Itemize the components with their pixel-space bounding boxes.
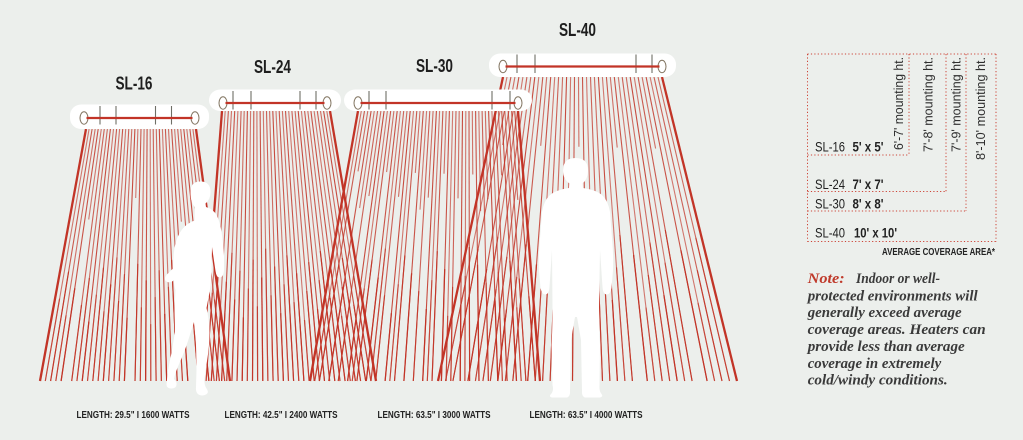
svg-text:protected environments will: protected environments will: [806, 287, 979, 304]
svg-text:SL-16: SL-16: [116, 73, 153, 94]
svg-text:provide less than average: provide less than average: [806, 338, 965, 355]
svg-text:LENGTH: 63.5" I 3000 WATTS: LENGTH: 63.5" I 3000 WATTS: [378, 410, 491, 421]
svg-text:coverage in extremely: coverage in extremely: [808, 355, 942, 372]
svg-text:SL-308' x 8': SL-30 8' x 8': [815, 196, 884, 211]
svg-text:LENGTH: 63.5" I 4000 WATTS: LENGTH: 63.5" I 4000 WATTS: [530, 410, 643, 421]
svg-text:LENGTH: 42.5" I 2400 WATTS: LENGTH: 42.5" I 2400 WATTS: [225, 410, 338, 421]
svg-text:SL-165' x 5': SL-16 5' x 5': [815, 140, 884, 155]
svg-text:SL-40: SL-40: [559, 19, 596, 40]
svg-text:8'-10' mounting ht.: 8'-10' mounting ht.: [973, 57, 988, 160]
svg-text:7'-8' mounting ht.: 7'-8' mounting ht.: [921, 57, 936, 152]
svg-text:coverage areas. Heaters can: coverage areas. Heaters can: [808, 321, 986, 338]
svg-text:7'-9' mounting ht.: 7'-9' mounting ht.: [949, 57, 964, 152]
svg-text:cold/windy conditions.: cold/windy conditions.: [808, 372, 948, 389]
svg-text:6'-7' mounting ht.: 6'-7' mounting ht.: [891, 57, 906, 150]
svg-text:Note:Indoor or well-: Note: Indoor or well-: [807, 270, 940, 287]
svg-text:SL-247' x 7': SL-24 7' x 7': [815, 177, 884, 192]
svg-text:AVERAGE COVERAGE AREA*: AVERAGE COVERAGE AREA*: [882, 246, 996, 258]
svg-text:SL-24: SL-24: [254, 56, 292, 77]
svg-text:LENGTH: 29.5" I 1600 WATTS: LENGTH: 29.5" I 1600 WATTS: [77, 410, 190, 421]
svg-text:generally exceed average: generally exceed average: [807, 304, 962, 321]
svg-text:SL-30: SL-30: [416, 55, 453, 76]
